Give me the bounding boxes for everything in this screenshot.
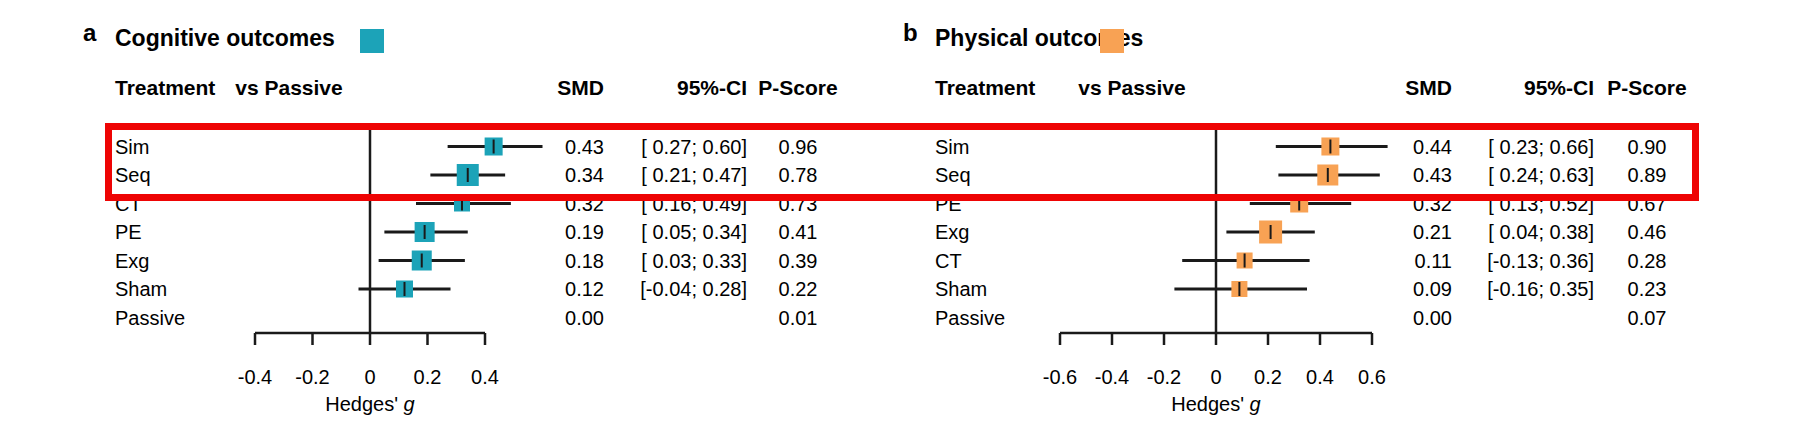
smd-value: 0.44 (1413, 136, 1452, 158)
x-tick-label: 0.6 (1358, 366, 1386, 388)
x-tick-label: 0 (1210, 366, 1221, 388)
panel-title-a: Cognitive outcomes (115, 25, 335, 51)
pscore-value: 0.22 (779, 278, 818, 300)
col-header-smd-a: SMD (557, 77, 604, 99)
x-tick-label: 0.2 (1254, 366, 1282, 388)
pscore-value: 0.41 (779, 221, 818, 243)
text-layer: a Cognitive outcomes Treatment vs Passiv… (0, 0, 1809, 441)
row-label: Sham (935, 278, 987, 300)
x-axis-label-a: Hedges' g (325, 393, 414, 415)
row-label: Sim (115, 136, 149, 158)
x-tick-label: -0.4 (238, 366, 272, 388)
row-label: Seq (115, 164, 151, 186)
pscore-value: 0.90 (1628, 136, 1667, 158)
row-label: Exg (935, 221, 969, 243)
legend-color-chip-b (1100, 29, 1124, 53)
x-tick-label: -0.6 (1043, 366, 1077, 388)
col-header-treatment-b: Treatment (935, 77, 1035, 99)
row-label: Sim (935, 136, 969, 158)
smd-value: 0.00 (1413, 307, 1452, 329)
pscore-value: 0.73 (779, 193, 818, 215)
smd-value: 0.32 (565, 193, 604, 215)
ci-value: [ 0.21; 0.47] (641, 164, 747, 186)
col-header-vs-passive-b: vs Passive (1078, 77, 1185, 99)
col-header-treatment-a: Treatment (115, 77, 215, 99)
pscore-value: 0.23 (1628, 278, 1667, 300)
row-label: Passive (115, 307, 185, 329)
smd-value: 0.09 (1413, 278, 1452, 300)
x-tick-label: 0.4 (1306, 366, 1334, 388)
row-label: PE (935, 193, 962, 215)
x-tick-label: 0.4 (471, 366, 499, 388)
x-tick-label: -0.2 (1147, 366, 1181, 388)
ci-value: [-0.16; 0.35] (1487, 278, 1594, 300)
smd-value: 0.19 (565, 221, 604, 243)
row-label: Exg (115, 250, 149, 272)
row-label: Passive (935, 307, 1005, 329)
x-tick-label: -0.2 (295, 366, 329, 388)
col-header-vs-passive-a: vs Passive (235, 77, 342, 99)
x-axis-label-b: Hedges' g (1171, 393, 1260, 415)
smd-value: 0.18 (565, 250, 604, 272)
pscore-value: 0.89 (1628, 164, 1667, 186)
pscore-value: 0.67 (1628, 193, 1667, 215)
row-label: Sham (115, 278, 167, 300)
pscore-value: 0.28 (1628, 250, 1667, 272)
col-header-smd-b: SMD (1405, 77, 1452, 99)
ci-value: [-0.13; 0.36] (1487, 250, 1594, 272)
row-label: CT (115, 193, 142, 215)
row-label: CT (935, 250, 962, 272)
legend-color-chip-a (360, 29, 384, 53)
ci-value: [-0.04; 0.28] (640, 278, 747, 300)
ci-value: [ 0.16; 0.49] (641, 193, 747, 215)
ci-value: [ 0.05; 0.34] (641, 221, 747, 243)
panel-letter-a: a (83, 20, 96, 46)
ci-value: [ 0.27; 0.60] (641, 136, 747, 158)
ci-value: [ 0.04; 0.38] (1488, 221, 1594, 243)
col-header-ci-a: 95%-CI (677, 77, 747, 99)
panel-letter-b: b (903, 20, 918, 46)
pscore-value: 0.96 (779, 136, 818, 158)
smd-value: 0.12 (565, 278, 604, 300)
smd-value: 0.43 (1413, 164, 1452, 186)
smd-value: 0.21 (1413, 221, 1452, 243)
col-header-pscore-b: P-Score (1607, 77, 1686, 99)
smd-value: 0.32 (1413, 193, 1452, 215)
pscore-value: 0.39 (779, 250, 818, 272)
row-label: PE (115, 221, 142, 243)
smd-value: 0.34 (565, 164, 604, 186)
ci-value: [ 0.24; 0.63] (1488, 164, 1594, 186)
x-tick-label: 0 (364, 366, 375, 388)
ci-value: [ 0.03; 0.33] (641, 250, 747, 272)
row-label: Seq (935, 164, 971, 186)
col-header-ci-b: 95%-CI (1524, 77, 1594, 99)
pscore-value: 0.46 (1628, 221, 1667, 243)
ci-value: [ 0.23; 0.66] (1488, 136, 1594, 158)
col-header-pscore-a: P-Score (758, 77, 837, 99)
smd-value: 0.00 (565, 307, 604, 329)
forest-plot-figure: a Cognitive outcomes Treatment vs Passiv… (0, 0, 1809, 441)
pscore-value: 0.78 (779, 164, 818, 186)
pscore-value: 0.07 (1628, 307, 1667, 329)
x-tick-label: -0.4 (1095, 366, 1129, 388)
x-tick-label: 0.2 (414, 366, 442, 388)
smd-value: 0.43 (565, 136, 604, 158)
pscore-value: 0.01 (779, 307, 818, 329)
ci-value: [ 0.13; 0.52] (1488, 193, 1594, 215)
smd-value: 0.11 (1415, 250, 1452, 272)
